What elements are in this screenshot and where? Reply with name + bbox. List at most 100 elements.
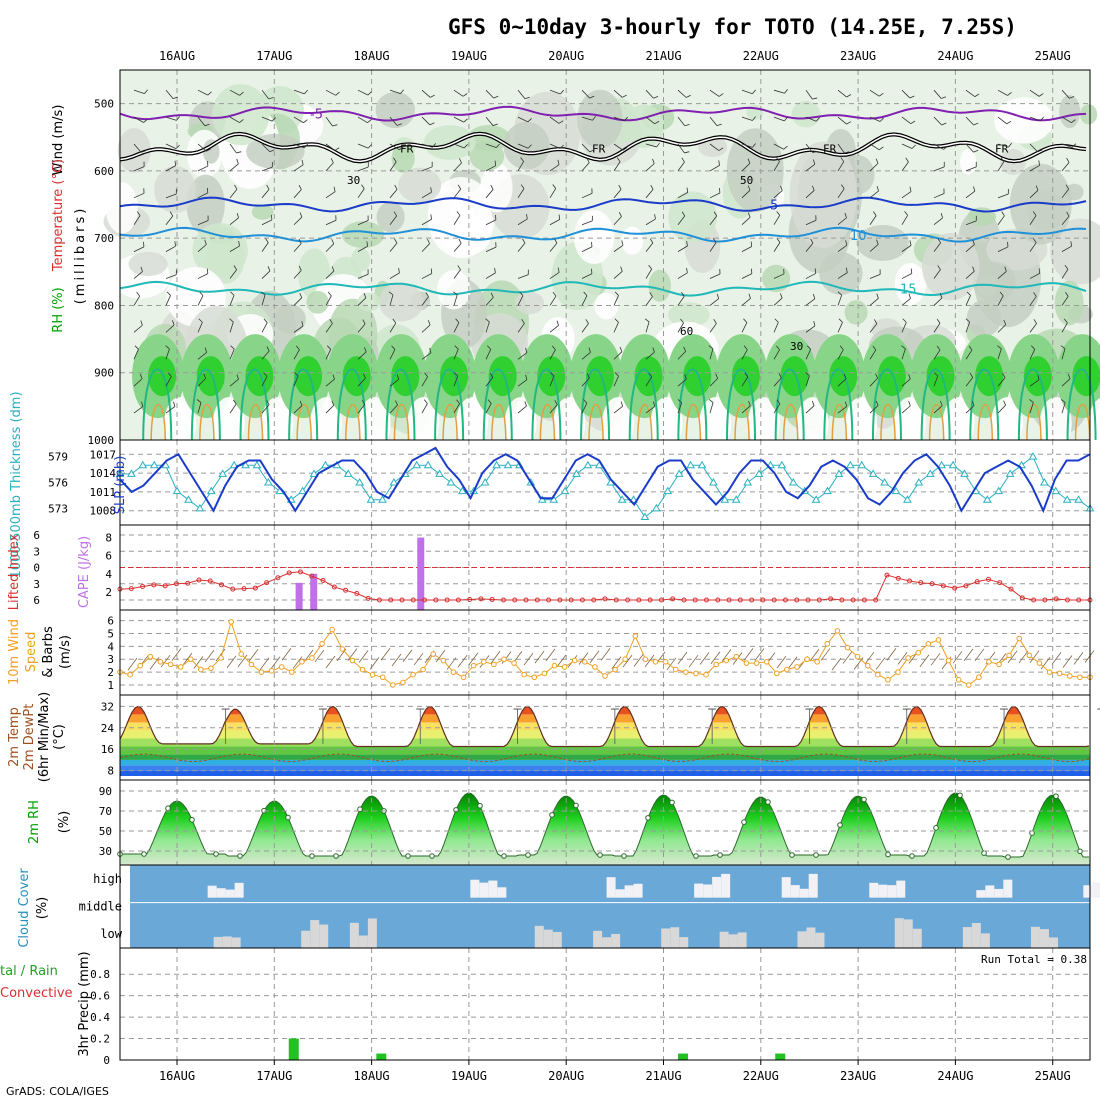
wind-barb (581, 403, 588, 414)
thickness-marker (880, 478, 889, 486)
wind-barb (677, 296, 685, 306)
wind-barb (837, 294, 843, 306)
wind-barb (197, 116, 206, 126)
wind-barb-flag (173, 401, 176, 407)
li-marker (162, 583, 168, 589)
wind-barb (325, 349, 332, 360)
wind-barb-flag (969, 372, 974, 378)
cloud-level-label: middle (79, 900, 122, 914)
rh-contour-label: 30 (347, 174, 360, 187)
cape-tick: 6 (105, 550, 112, 563)
wind-barb (837, 322, 843, 333)
wind-barb-flag (712, 238, 717, 243)
wind-barb (1061, 116, 1072, 124)
thickness-marker (366, 495, 376, 503)
rh-core-cell (634, 356, 663, 397)
temperature-2m-label: (°C) (52, 724, 67, 750)
thickness-marker (549, 495, 559, 503)
wind-barb-flag (589, 149, 595, 153)
wind-barb-flag (812, 97, 818, 100)
wind-barb-flag (140, 266, 143, 272)
wind-barb (997, 246, 1009, 252)
wind-barb (997, 215, 1005, 225)
li-marker (749, 597, 755, 603)
wind-barb-flag (525, 374, 528, 380)
wind-barb (901, 191, 912, 199)
date-label-bottom: 16AUG (159, 1069, 195, 1083)
li-marker (794, 597, 800, 603)
wind-barb (869, 298, 879, 306)
rh-marker (573, 802, 579, 809)
thickness-marker (423, 460, 433, 469)
wind-barb (600, 648, 611, 661)
rh-2m-label: (%) (57, 811, 72, 834)
wind-barb (197, 402, 202, 414)
li-marker (704, 597, 710, 603)
li-marker (647, 597, 653, 603)
wind-barb-flag (522, 238, 526, 244)
li-marker (196, 577, 202, 583)
li-marker (297, 569, 303, 575)
wind-barb-flag (266, 400, 270, 405)
wind-barb-flag (909, 186, 912, 192)
wind-marker (592, 664, 598, 670)
wind-barb-flag (747, 158, 751, 164)
wind-barb-flag (686, 267, 688, 273)
rh-shading (436, 270, 471, 310)
high-cloud-bar (633, 883, 643, 898)
thickness-marker (1039, 478, 1049, 486)
wind-barb-flag (268, 97, 274, 100)
wind-barb (270, 656, 281, 670)
rh-marker (405, 853, 411, 859)
wind-barb (773, 143, 784, 150)
li-marker (512, 597, 518, 603)
slp-tick: 1014 (90, 467, 117, 480)
wind-marker (167, 661, 174, 668)
rh-shading (105, 182, 138, 234)
high-cloud-bar (721, 873, 731, 898)
wind-barb (293, 143, 305, 149)
low-cloud-bar (310, 920, 320, 948)
wind-barb-flag (527, 118, 532, 123)
wind-marker (218, 655, 224, 661)
wind-barb-flag (971, 400, 975, 406)
wind-barb (933, 322, 941, 333)
rh-core-cell (926, 356, 955, 397)
thickness-marker (857, 460, 867, 469)
wind-marker (551, 662, 558, 669)
li-marker (489, 596, 495, 602)
thickness-marker (1062, 495, 1072, 503)
wind-marker (925, 640, 932, 647)
wind-barb (869, 323, 878, 333)
wind-barb (805, 219, 817, 226)
wind-barb (490, 651, 501, 664)
li-marker (207, 578, 213, 584)
thickness-marker (743, 478, 753, 486)
wind-barb (229, 245, 240, 252)
wind-barb (357, 166, 369, 172)
wind-barb (229, 89, 240, 96)
wind-barb (347, 648, 358, 661)
rh-shading (375, 91, 416, 129)
high-cloud-bar (207, 885, 217, 898)
wind-barb (517, 218, 528, 226)
wind-barb-flag (752, 143, 756, 148)
wind-barb-flag (997, 345, 1002, 350)
wind-marker (531, 674, 538, 681)
cape-bar (310, 573, 318, 610)
wind-barb (197, 192, 208, 199)
wind-marker (359, 666, 366, 673)
wind-barb (357, 377, 366, 387)
date-label-bottom: 22AUG (743, 1069, 779, 1083)
wind-barb (613, 89, 623, 98)
thickness-marker (321, 460, 330, 469)
wind-marker (965, 682, 972, 688)
rh-shading (378, 282, 424, 322)
rh-tick: 90 (99, 785, 112, 798)
li-tick: 6 (33, 594, 40, 607)
wind-barb (965, 143, 974, 153)
slp-tick: 1008 (90, 505, 117, 518)
wind-barb (837, 244, 848, 252)
cloud-cover-panel: high middle low (79, 864, 1100, 949)
precip-axis-label: 3hr Precip (mm) (77, 951, 92, 1056)
